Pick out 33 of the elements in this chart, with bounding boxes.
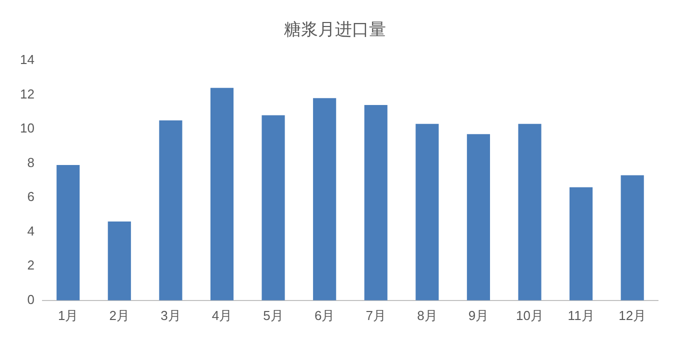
bar xyxy=(518,124,542,300)
bar xyxy=(159,120,182,300)
x-tick-label: 8月 xyxy=(417,308,438,323)
y-tick-label: 8 xyxy=(27,154,34,170)
x-tick-label: 5月 xyxy=(263,308,284,323)
x-tick-label: 11月 xyxy=(568,308,594,323)
x-tick-label: 7月 xyxy=(366,308,386,323)
y-tick-label: 14 xyxy=(20,52,34,67)
x-tick-label: 3月 xyxy=(160,308,181,323)
x-tick-label: 10月 xyxy=(516,308,544,323)
bar xyxy=(262,115,285,300)
bar xyxy=(364,104,388,300)
bar xyxy=(620,175,644,300)
y-tick-label: 10 xyxy=(20,120,34,136)
bar xyxy=(466,134,490,300)
bar xyxy=(210,88,234,300)
bar xyxy=(108,222,131,300)
y-tick-label: 4 xyxy=(27,223,34,238)
bar xyxy=(313,98,336,300)
y-tick-label: 12 xyxy=(20,86,34,102)
bar xyxy=(416,124,439,300)
x-tick-label: 2月 xyxy=(109,308,130,323)
bar xyxy=(570,187,593,300)
bar xyxy=(56,164,80,300)
y-tick-label: 0 xyxy=(27,292,34,307)
x-tick-label: 6月 xyxy=(314,308,335,323)
x-tick-label: 9月 xyxy=(468,308,489,323)
x-tick-label: 12月 xyxy=(618,308,646,323)
y-tick-label: 2 xyxy=(27,258,34,273)
x-tick-label: 4月 xyxy=(212,308,232,323)
chart-title: 糖浆月进口量 xyxy=(284,20,386,39)
y-tick-label: 6 xyxy=(27,189,34,204)
x-tick-label: 1月 xyxy=(58,308,78,323)
